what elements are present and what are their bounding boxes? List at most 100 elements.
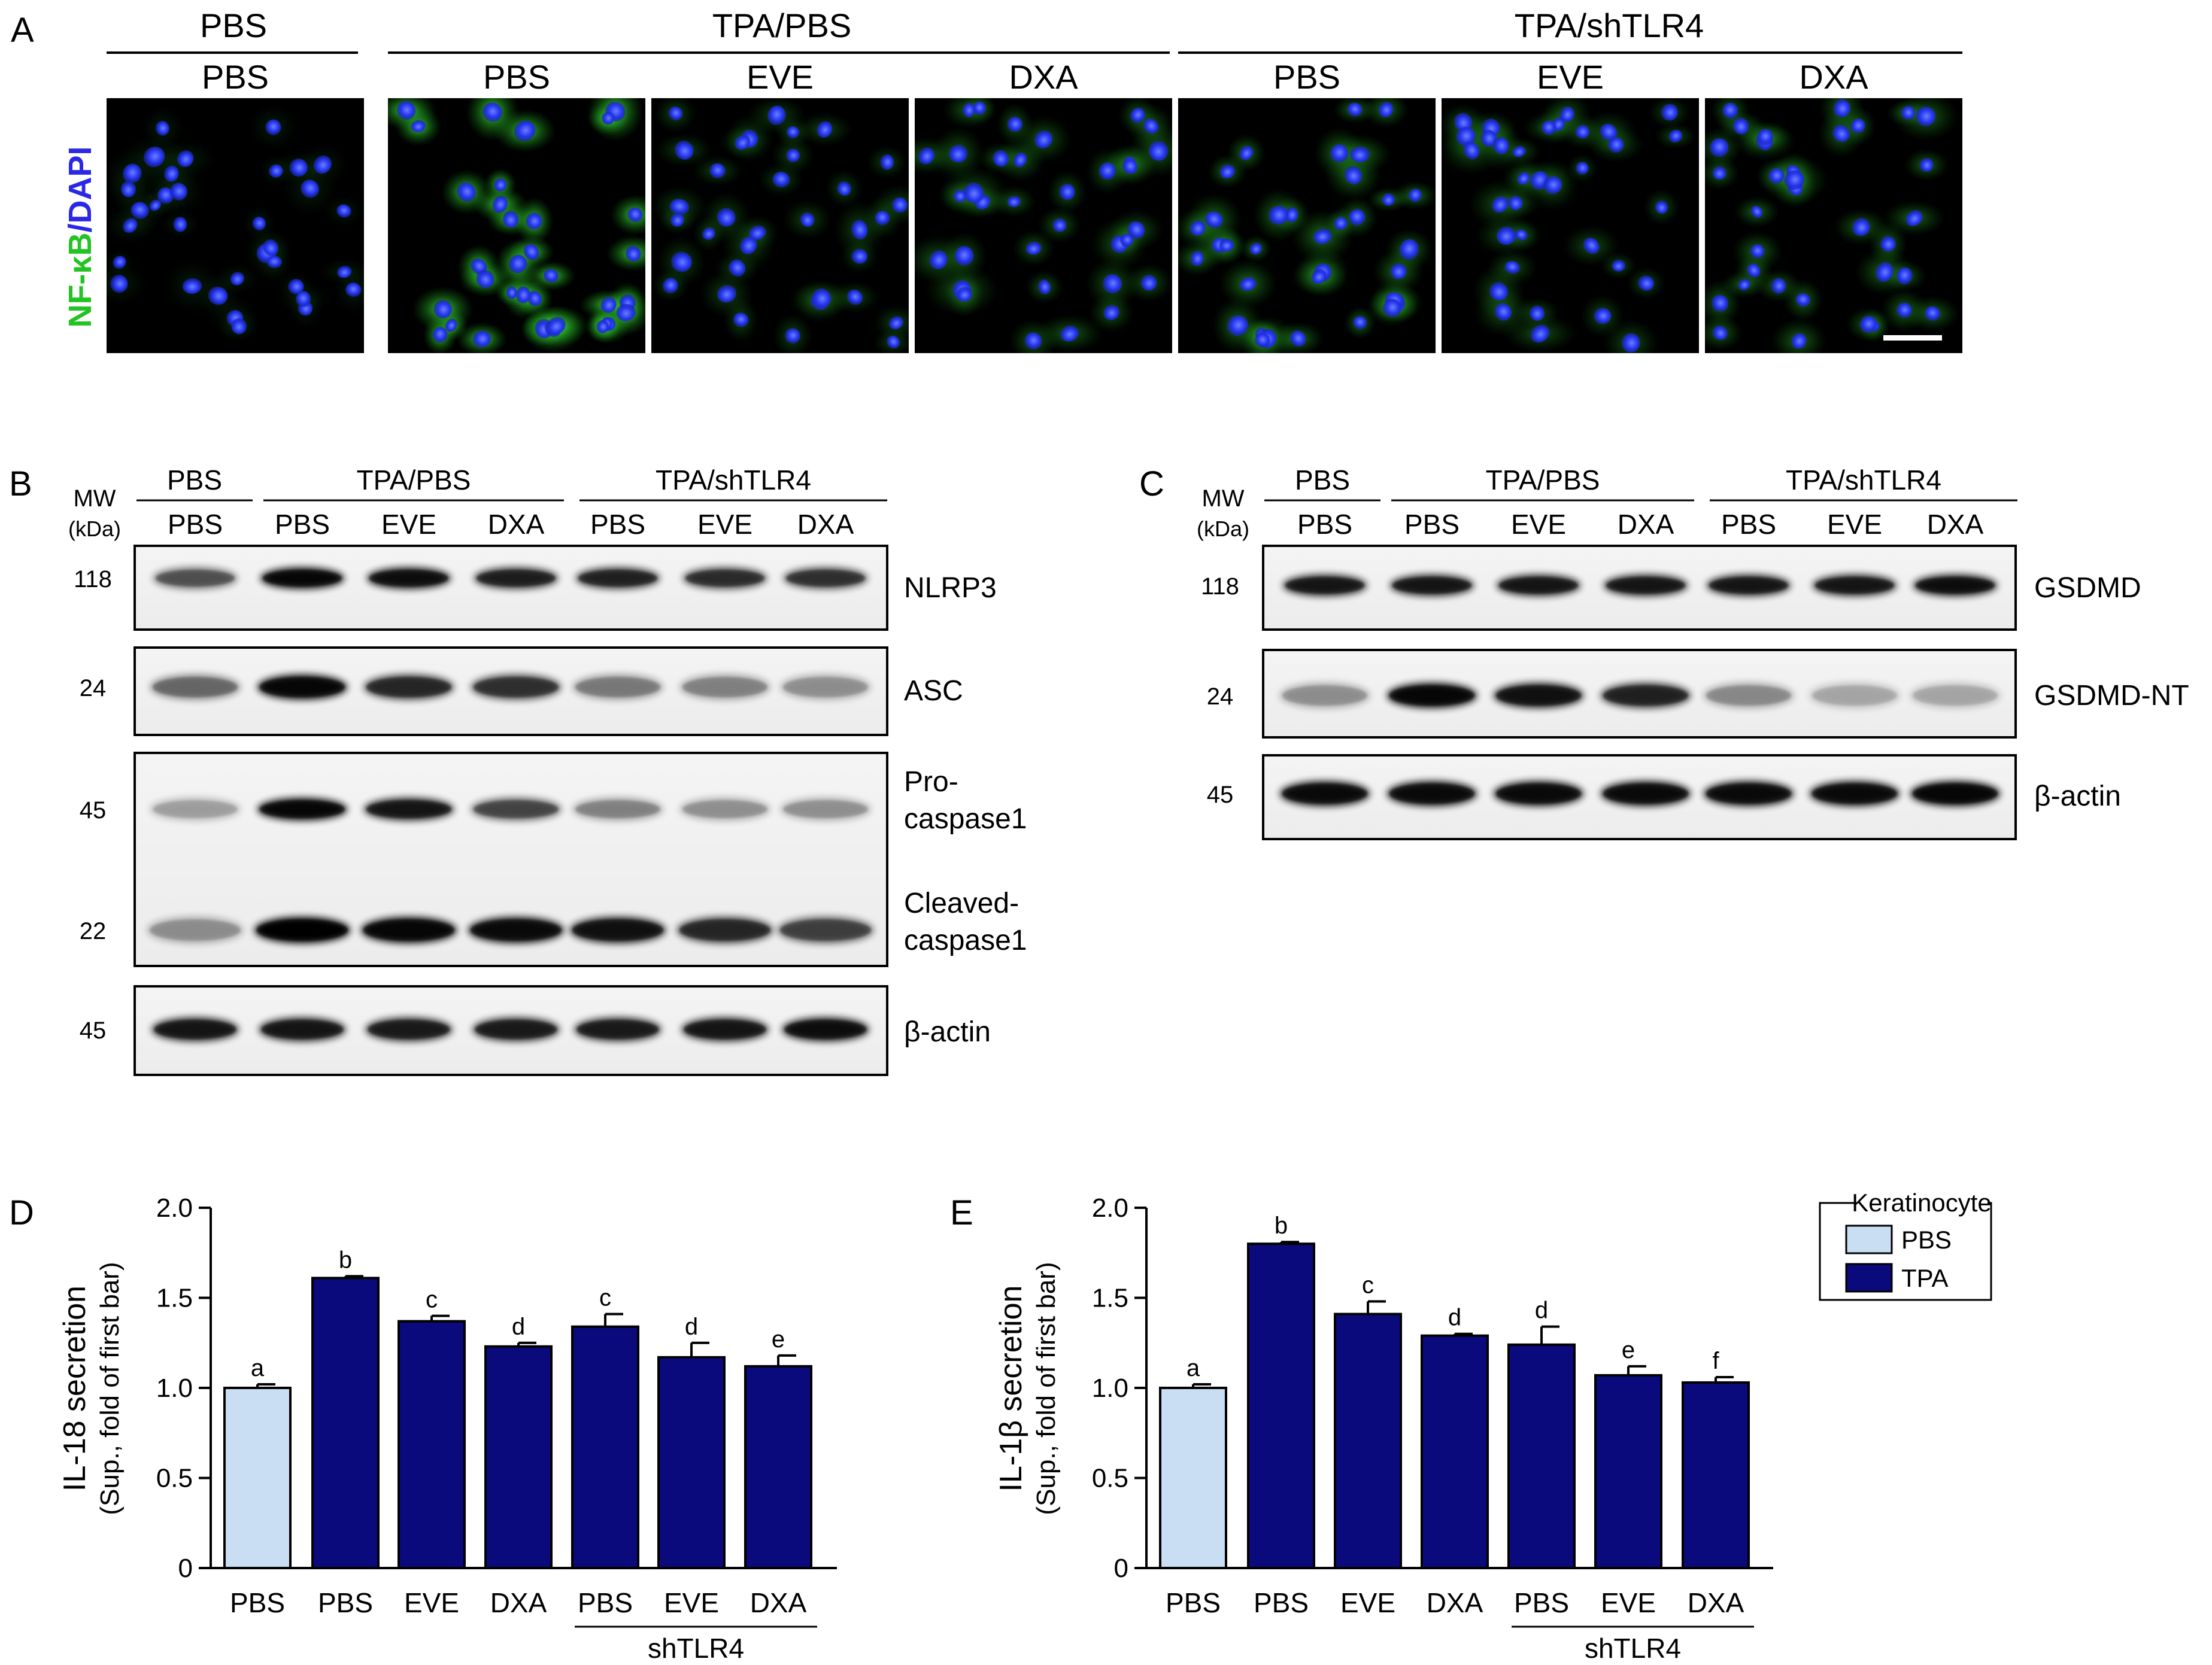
x-tick-label: EVE (404, 1587, 459, 1618)
il18-bar-chart: 0 0.5 1.0 1.5 2.0 IL-18 secretion (Sup., fold … (57, 1193, 837, 1664)
mw-marker-0: 118 (1201, 573, 1239, 600)
y-axis-label: IL-1β secretion (994, 1286, 1028, 1492)
mw-marker-3: 22 (80, 918, 107, 944)
significance-letter: c (426, 1287, 438, 1313)
bar-3 (484, 1345, 553, 1570)
bar-4 (1507, 1343, 1576, 1569)
y-tick-label: 1.5 (1092, 1284, 1128, 1313)
micrograph-4 (1178, 98, 1436, 353)
group-header-pbs: PBS (200, 7, 267, 44)
blot-box-0: 118 NLRP3 (74, 545, 997, 631)
x-tick-label: PBS (230, 1587, 285, 1618)
micrograph-5 (1442, 98, 1699, 353)
stain-label: NF-κB/DAPI (62, 146, 98, 327)
bar-0 (1159, 1387, 1227, 1569)
x-tick-label: EVE (664, 1587, 719, 1618)
group-header-0: PBS (1295, 464, 1350, 496)
x-tick-label: PBS (318, 1587, 373, 1618)
lane-label-3: DXA (1618, 509, 1674, 540)
y-axis-label: IL-18 secretion (57, 1286, 92, 1491)
significance-letter: d (1448, 1305, 1461, 1331)
panel-letter-e: E (950, 1193, 973, 1232)
band-label-1: ASC (904, 675, 963, 707)
blot-box-2: 45 β-actin (1207, 754, 2121, 840)
significance-letter: a (1187, 1355, 1200, 1381)
stain-separator: / (62, 223, 98, 232)
x-tick-label: PBS (1166, 1587, 1221, 1618)
panel-a-micrographs (107, 98, 1962, 353)
bar-1 (311, 1277, 380, 1569)
panel-c-blots: 118 GSDMD 24 GSDMD-NT 45 β-actin (1201, 545, 2189, 840)
mw-marker-4: 45 (80, 1017, 107, 1044)
band-label-2: β-actin (2034, 780, 2121, 812)
y-tick-label: 2.0 (156, 1193, 193, 1223)
micrograph-1 (388, 98, 645, 353)
panel-a-image-labels: PBS PBS EVE DXA PBS EVE DXA (202, 58, 1868, 96)
band-label-1: GSDMD-NT (2034, 680, 2189, 712)
panel-c-mw-label: MW (1201, 485, 1244, 512)
bar-6 (1682, 1381, 1750, 1569)
x-tick-label: DXA (750, 1587, 807, 1618)
y-tick-label: 1.5 (156, 1284, 193, 1313)
significance-letter: b (1275, 1213, 1288, 1239)
x-tick-label: EVE (1340, 1587, 1395, 1618)
lane-label-3: DXA (488, 509, 545, 540)
image-label-2: EVE (747, 58, 814, 96)
group-header-tpa-shtlr4: TPA/shTLR4 (1515, 7, 1704, 44)
lane-label-5: EVE (1827, 509, 1882, 540)
bar-1 (1247, 1242, 1315, 1569)
micrograph-2 (651, 98, 909, 353)
lane-label-0: PBS (168, 509, 223, 540)
stain-dapi-label: DAPI (62, 146, 98, 223)
lane-label-2: EVE (381, 509, 436, 540)
panel-b-mw-label: MW (73, 485, 116, 512)
lane-label-1: PBS (275, 509, 330, 540)
legend-swatch-pbs (1845, 1225, 1893, 1254)
group-header-1: TPA/PBS (357, 464, 471, 496)
x-tick-label: DXA (1688, 1587, 1744, 1618)
band-label-0: NLRP3 (904, 572, 997, 604)
stain-nfkb-label: NF-κB (62, 232, 98, 327)
x-tick-label: DXA (490, 1587, 547, 1618)
y-axis-sublabel: (Sup., fold of first bar) (95, 1262, 125, 1515)
lane-label-4: PBS (590, 509, 645, 540)
band-label-3-1: caspase1 (904, 925, 1027, 956)
image-label-1: PBS (483, 58, 550, 96)
panel-c-headers: PBS TPA/PBS TPA/shTLR4 PBS PBS EVE DXA PBS EVE DX… (1264, 464, 2017, 540)
bar-4 (571, 1325, 639, 1569)
significance-letter: d (1535, 1298, 1548, 1324)
significance-letter: d (512, 1314, 525, 1340)
blot-box-0: 118 GSDMD (1201, 545, 2141, 631)
image-label-4: PBS (1273, 58, 1340, 96)
panel-letter-b: B (9, 464, 32, 503)
group-header-tpa-pbs: TPA/PBS (712, 7, 851, 44)
bar-3 (1421, 1334, 1489, 1569)
significance-letter: a (251, 1355, 265, 1381)
micrograph-3 (915, 98, 1172, 353)
micrograph-6 (1705, 98, 1962, 353)
significance-letter: b (339, 1247, 352, 1273)
bar-2 (1334, 1312, 1402, 1570)
group-header-1: TPA/PBS (1486, 464, 1600, 496)
blot-box-2: 45 Pro-caspase1 22 Cleaved-caspase1 (80, 752, 1027, 967)
x-tick-label: PBS (1254, 1587, 1309, 1618)
panel-letter-c: C (1139, 464, 1164, 503)
micrograph-0 (107, 98, 364, 353)
band-label-0: GSDMD (2034, 572, 2141, 604)
mw-marker-2: 45 (1207, 782, 1234, 808)
mw-marker-1: 24 (1207, 683, 1234, 710)
bar-5 (657, 1356, 726, 1570)
legend-label-pbs: PBS (1901, 1226, 1952, 1254)
blot-box-1: 24 GSDMD-NT (1207, 649, 2189, 739)
significance-letter: c (1362, 1272, 1374, 1299)
chart-legend: Keratinocyte PBS TPA (1819, 1189, 1992, 1301)
blot-box-3: 45 β-actin (80, 985, 991, 1076)
y-tick-label: 0 (178, 1554, 193, 1583)
mw-marker-2: 45 (80, 797, 107, 824)
bar-6 (744, 1365, 812, 1569)
panel-a-headers: PBS TPA/PBS TPA/shTLR4 (107, 7, 1962, 54)
image-label-6: DXA (1799, 58, 1868, 96)
lane-label-6: DXA (797, 509, 854, 540)
lane-label-2: EVE (1511, 509, 1566, 540)
y-tick-label: 0.5 (1092, 1464, 1128, 1493)
